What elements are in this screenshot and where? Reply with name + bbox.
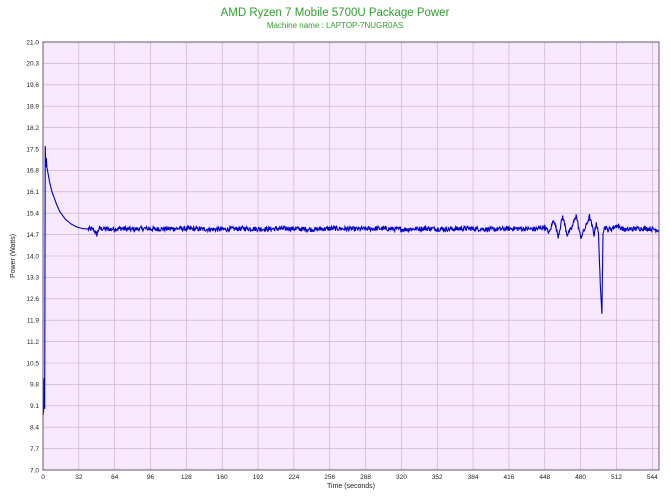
x-tick-label: 128 <box>181 474 192 481</box>
x-axis-label: Time (seconds) <box>327 483 375 490</box>
x-tick-label: 480 <box>575 474 586 481</box>
y-tick-label: 9.1 <box>30 403 39 410</box>
y-tick-label: 18.2 <box>26 125 39 132</box>
x-tick-label: 320 <box>396 474 407 481</box>
x-tick-label: 288 <box>360 474 371 481</box>
x-tick-label: 352 <box>432 474 443 481</box>
y-tick-label: 7.7 <box>30 446 39 453</box>
y-tick-label: 14.7 <box>26 232 39 239</box>
y-tick-label: 16.8 <box>26 168 39 175</box>
y-tick-label: 18.9 <box>26 104 39 111</box>
y-axis-ticks: 7.0 7.7 8.4 9.1 9.8 10.5 11.2 11.9 12.6 13.3 14.0 1… <box>26 39 39 474</box>
x-tick-label: 64 <box>111 474 119 481</box>
chart-subtitle: Machine name : LAPTOP-7NUGR0AS <box>266 21 404 30</box>
x-tick-label: 416 <box>503 474 514 481</box>
y-tick-label: 20.3 <box>26 61 39 68</box>
y-tick-label: 21.0 <box>26 39 39 46</box>
x-tick-label: 192 <box>253 474 264 481</box>
x-tick-label: 96 <box>147 474 155 481</box>
x-tick-label: 160 <box>217 474 228 481</box>
y-tick-label: 19.6 <box>26 82 39 89</box>
x-tick-label: 384 <box>468 474 479 481</box>
y-tick-label: 16.1 <box>26 189 39 196</box>
y-tick-label: 12.6 <box>26 296 39 303</box>
y-axis-label: Power (Watts) <box>10 234 17 278</box>
y-tick-label: 7.0 <box>30 467 39 474</box>
chart-title: AMD Ryzen 7 Mobile 5700U Package Power <box>220 7 450 19</box>
power-series-line <box>42 145 660 416</box>
grid-lines <box>42 41 659 471</box>
y-tick-label: 8.4 <box>30 425 39 432</box>
x-tick-label: 32 <box>75 474 83 481</box>
plot-border <box>42 41 660 471</box>
x-tick-label: 512 <box>611 474 622 481</box>
y-tick-label: 15.4 <box>26 211 39 218</box>
x-tick-label: 224 <box>288 474 299 481</box>
y-tick-label: 13.3 <box>26 275 39 282</box>
y-tick-label: 11.9 <box>27 318 40 325</box>
x-tick-label: 448 <box>539 474 550 481</box>
y-tick-label: 11.2 <box>27 339 40 346</box>
y-tick-label: 14.0 <box>26 253 39 260</box>
y-tick-label: 10.5 <box>26 360 39 367</box>
x-axis-ticks: 0 32 64 96 128 160 192 224 256 288 320 352 384 416 448… <box>41 474 658 481</box>
x-tick-label: 256 <box>324 474 335 481</box>
x-tick-label: 544 <box>647 474 658 481</box>
y-tick-label: 17.5 <box>26 146 39 153</box>
x-tick-label: 0 <box>41 474 45 481</box>
y-tick-label: 9.8 <box>30 382 39 389</box>
